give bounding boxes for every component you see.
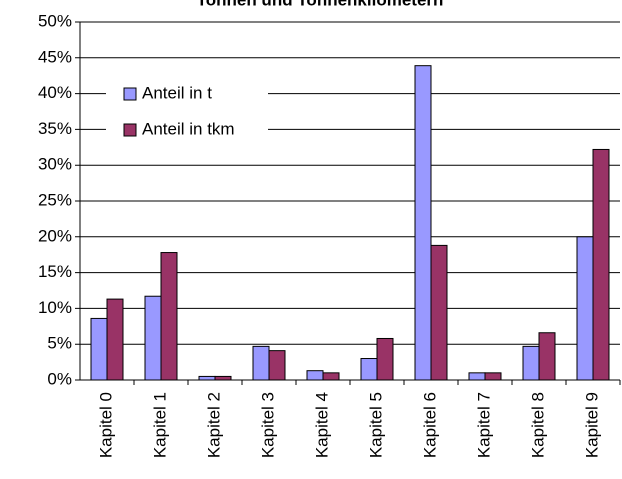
bar	[592, 148, 610, 381]
bar	[144, 295, 162, 381]
x-tick-label: Kapitel 2	[204, 392, 223, 458]
bar	[360, 358, 378, 381]
bar	[414, 65, 432, 381]
y-tick-label: 20%	[38, 226, 72, 245]
x-tick-label: Kapitel 3	[258, 392, 277, 458]
bar	[522, 345, 540, 381]
bar	[322, 372, 340, 381]
bar	[106, 298, 124, 381]
x-tick-label: Kapitel 5	[366, 392, 385, 458]
y-tick-label: 40%	[38, 83, 72, 102]
y-tick-label: 50%	[38, 11, 72, 30]
bar	[576, 236, 594, 381]
y-tick-label: 15%	[38, 262, 72, 281]
legend-swatch	[123, 87, 137, 101]
bar	[376, 337, 394, 381]
bar	[90, 317, 108, 381]
bar	[538, 332, 556, 381]
x-tick-label: Kapitel 7	[474, 392, 493, 458]
bar	[430, 244, 448, 381]
y-tick-label: 45%	[38, 47, 72, 66]
y-tick-label: 10%	[38, 298, 72, 317]
y-tick-label: 25%	[38, 190, 72, 209]
bar	[252, 345, 270, 381]
legend-swatch	[123, 123, 137, 137]
y-tick-label: 0%	[47, 369, 72, 388]
bar	[484, 372, 502, 381]
legend: Anteil in t Anteil in tkm	[106, 78, 268, 146]
bar	[160, 252, 178, 381]
x-tick-label: Kapitel 0	[96, 392, 115, 458]
bar	[214, 375, 232, 381]
y-tick-label: 30%	[38, 155, 72, 174]
x-tick-label: Kapitel 8	[528, 392, 547, 458]
x-tick-label: Kapitel 1	[150, 392, 169, 458]
bar	[468, 372, 486, 381]
x-tick-label: Kapitel 9	[582, 392, 601, 458]
legend-label: Anteil in t	[142, 83, 212, 102]
legend-label: Anteil in tkm	[142, 119, 235, 138]
bar	[306, 370, 324, 381]
chart-title: Tonnen und Tonnenkilometern	[197, 0, 444, 9]
bar	[268, 350, 286, 381]
bar	[198, 375, 216, 381]
x-tick-label: Kapitel 4	[312, 392, 331, 458]
x-tick-label: Kapitel 6	[420, 392, 439, 458]
y-tick-label: 35%	[38, 119, 72, 138]
y-tick-label: 5%	[47, 334, 72, 353]
